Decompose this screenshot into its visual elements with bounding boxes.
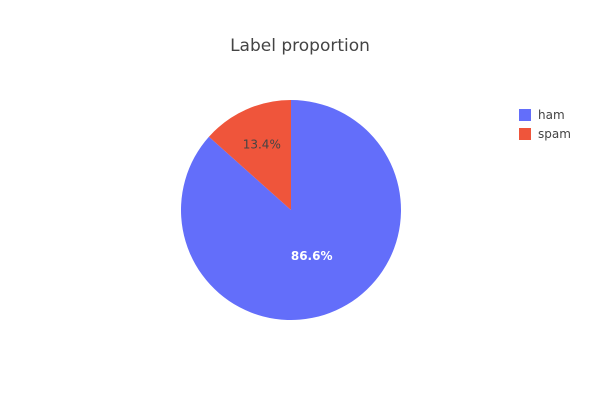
legend-label-ham[interactable]: ham bbox=[538, 108, 565, 122]
legend-label-spam[interactable]: spam bbox=[538, 127, 571, 141]
legend: ham spam bbox=[519, 108, 571, 141]
pie-slice-spam bbox=[208, 100, 291, 210]
legend-swatch-spam[interactable] bbox=[519, 128, 531, 140]
slice-label-ham: 86.6% bbox=[291, 249, 333, 263]
chart-title: Label proportion bbox=[230, 36, 370, 56]
pie-slice-labels: 86.6% 13.4% bbox=[243, 138, 333, 263]
slice-label-spam: 13.4% bbox=[243, 138, 281, 152]
legend-swatch-ham[interactable] bbox=[519, 109, 531, 121]
pie-slice-ham bbox=[180, 100, 401, 320]
pie-slices bbox=[180, 100, 401, 320]
